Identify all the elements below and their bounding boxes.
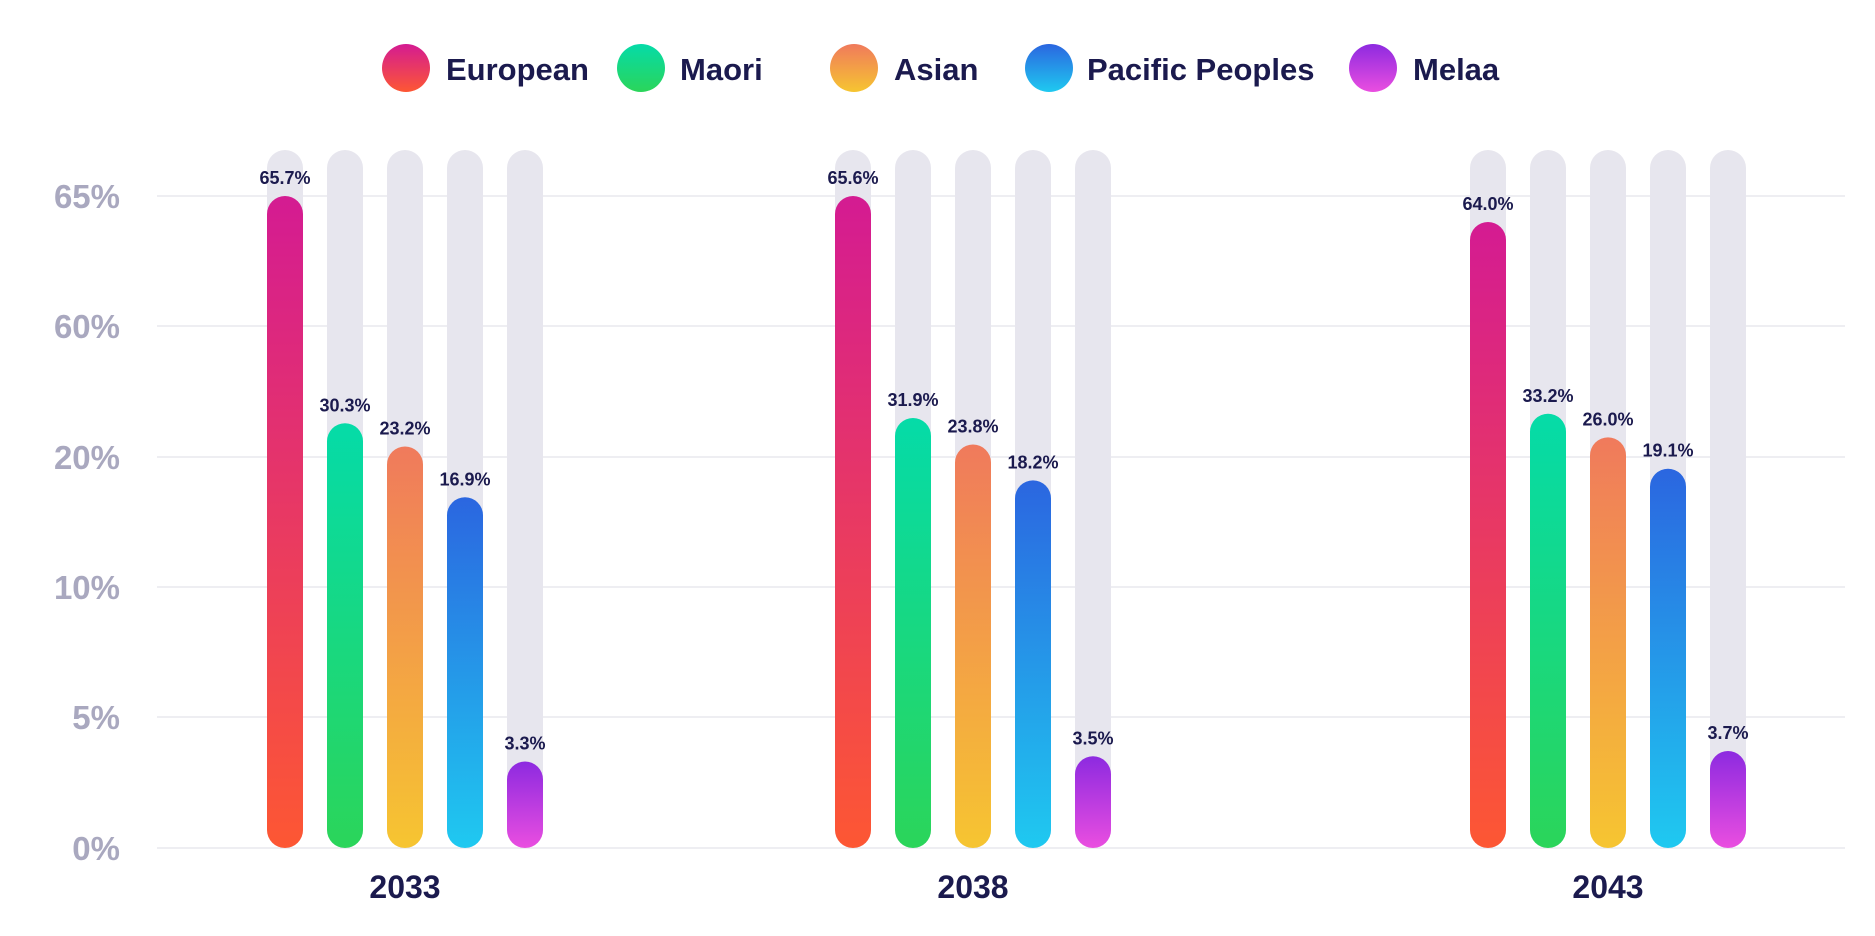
bar-layer xyxy=(267,196,1746,848)
y-tick-label: 60% xyxy=(54,308,120,345)
data-label: 19.1% xyxy=(1642,441,1693,461)
x-tick-label: 2043 xyxy=(1572,869,1643,905)
data-label: 33.2% xyxy=(1522,386,1573,406)
bar-pacific-peoples-2043 xyxy=(1650,468,1686,848)
legend-swatch xyxy=(617,44,665,92)
y-tick-label: 0% xyxy=(72,830,120,867)
bar-asian-2038 xyxy=(955,444,991,848)
y-tick-label: 65% xyxy=(54,178,120,215)
bar-asian-2033 xyxy=(387,446,423,848)
data-label: 26.0% xyxy=(1582,409,1633,429)
data-label: 30.3% xyxy=(319,395,370,415)
bar-track xyxy=(1710,150,1746,848)
y-tick-label: 5% xyxy=(72,699,120,736)
data-label: 65.7% xyxy=(259,168,310,188)
legend-swatch xyxy=(382,44,430,92)
bar-melaa-2038 xyxy=(1075,756,1111,848)
bar-maori-2043 xyxy=(1530,413,1566,848)
data-label: 23.2% xyxy=(379,419,430,439)
bar-european-2038 xyxy=(835,196,871,848)
data-label: 18.2% xyxy=(1007,452,1058,472)
legend-swatch xyxy=(830,44,878,92)
data-label: 65.6% xyxy=(827,168,878,188)
legend-swatch xyxy=(1349,44,1397,92)
track-layer xyxy=(267,150,1746,848)
y-tick-label: 20% xyxy=(54,439,120,476)
y-tick-label: 10% xyxy=(54,569,120,606)
bar-track xyxy=(1075,150,1111,848)
x-tick-label: 2033 xyxy=(369,869,440,905)
legend-label: European xyxy=(446,52,589,87)
label-layer: 0% 5% 10% 20% 60% 65% 65.7% 30.3% 23.2% 16.9% 3.3%… xyxy=(54,168,1749,905)
data-label: 64.0% xyxy=(1462,194,1513,214)
data-label: 31.9% xyxy=(887,390,938,410)
bar-european-2033 xyxy=(267,196,303,848)
data-label: 23.8% xyxy=(947,417,998,437)
legend-label: Melaa xyxy=(1413,52,1500,87)
bar-melaa-2043 xyxy=(1710,751,1746,848)
data-label: 16.9% xyxy=(439,469,490,489)
data-label: 3.7% xyxy=(1707,723,1748,743)
bar-pacific-peoples-2033 xyxy=(447,497,483,848)
data-label: 3.5% xyxy=(1072,728,1113,748)
legend-label: Maori xyxy=(680,52,763,87)
legend-swatch xyxy=(1025,44,1073,92)
grid-layer xyxy=(157,195,1845,849)
legend-label: Pacific Peoples xyxy=(1087,52,1314,87)
data-label: 3.3% xyxy=(504,734,545,754)
legend: European Maori Asian Pacific Peoples Melaa xyxy=(382,44,1500,92)
bar-melaa-2033 xyxy=(507,761,543,848)
bar-european-2043 xyxy=(1470,222,1506,848)
bar-maori-2033 xyxy=(327,423,363,848)
x-tick-label: 2038 xyxy=(937,869,1008,905)
bar-asian-2043 xyxy=(1590,437,1626,848)
bar-track xyxy=(507,150,543,848)
bar-maori-2038 xyxy=(895,418,931,848)
legend-label: Asian xyxy=(894,52,978,87)
bar-pacific-peoples-2038 xyxy=(1015,480,1051,848)
